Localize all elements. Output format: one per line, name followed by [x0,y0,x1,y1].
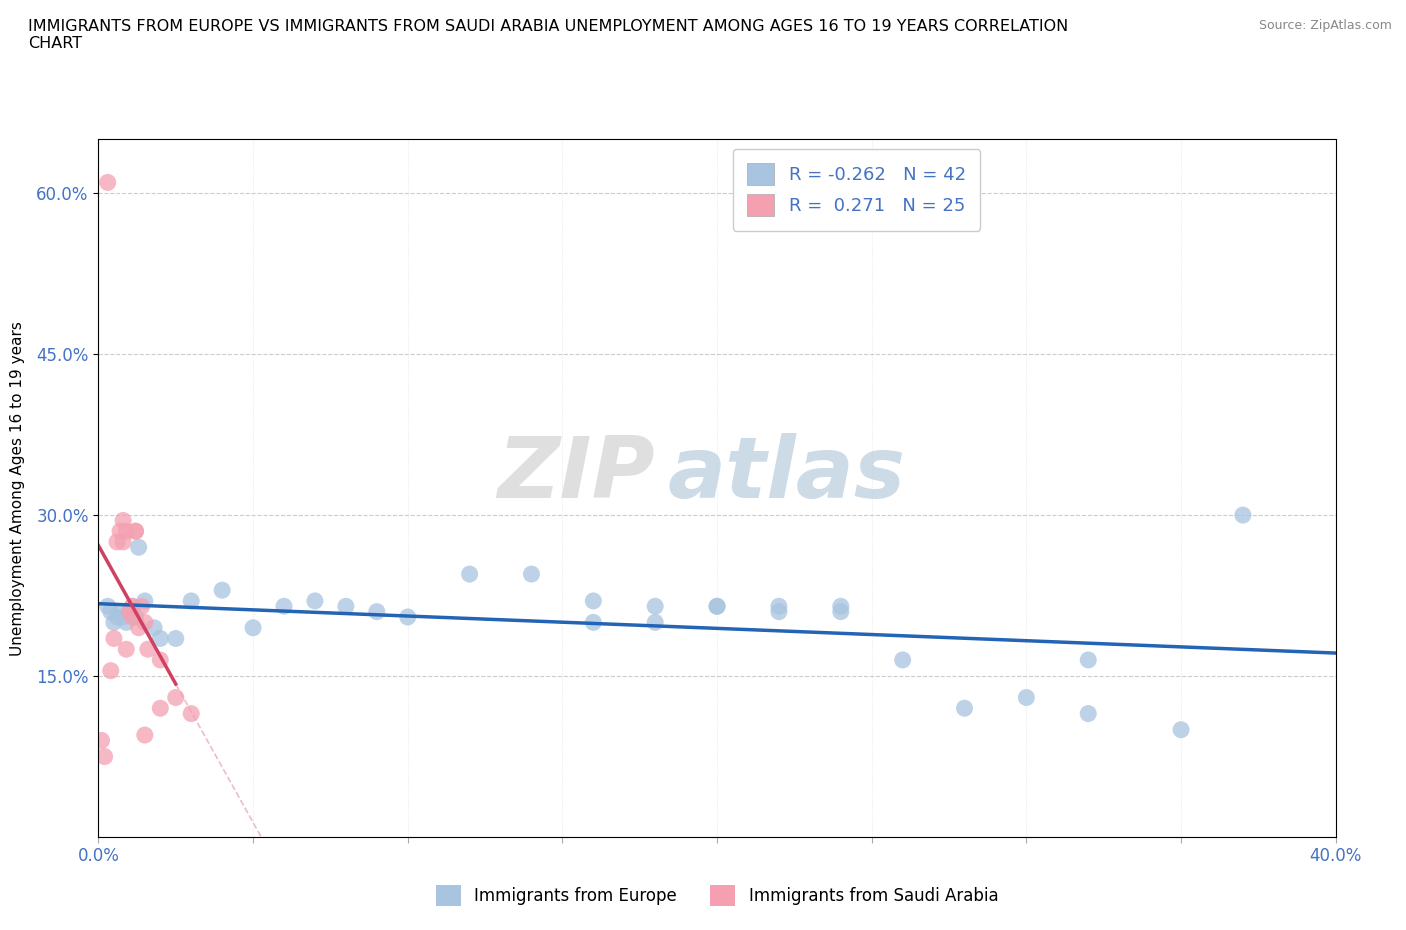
Point [108,604,131,619]
Point [149,701,172,716]
Legend: Immigrants from Europe, Immigrants from Saudi Arabia: Immigrants from Europe, Immigrants from … [429,879,1005,912]
Point [1015,690,1038,705]
Point [131,599,153,614]
Point [118,604,141,619]
Text: ZIP: ZIP [498,432,655,516]
Point [103,631,125,646]
Point [115,642,138,657]
Point [136,642,159,657]
Point [953,701,976,716]
Point [124,609,146,624]
Text: IMMIGRANTS FROM EUROPE VS IMMIGRANTS FROM SAUDI ARABIA UNEMPLOYMENT AMONG AGES 1: IMMIGRANTS FROM EUROPE VS IMMIGRANTS FRO… [28,19,1069,51]
Point [105,535,128,550]
Point [396,609,419,624]
Point [93,749,115,764]
Point [768,604,790,619]
Y-axis label: Unemployment Among Ages 16 to 19 years: Unemployment Among Ages 16 to 19 years [10,321,25,656]
Point [366,604,388,619]
Point [149,653,172,668]
Point [335,599,357,614]
Point [105,609,128,624]
Point [1077,653,1099,668]
Point [304,593,326,608]
Point [90,733,112,748]
Point [112,535,135,550]
Point [100,604,122,619]
Point [165,690,187,705]
Point [112,609,135,624]
Point [1077,706,1099,721]
Point [128,539,150,554]
Point [1232,508,1254,523]
Point [134,615,156,630]
Point [211,583,233,598]
Point [112,513,135,528]
Point [644,615,666,630]
Point [108,524,131,538]
Point [121,599,143,614]
Point [143,620,166,635]
Point [1170,723,1192,737]
Point [115,524,138,538]
Point [165,631,187,646]
Point [128,620,150,635]
Point [97,599,120,614]
Point [118,604,141,619]
Text: Source: ZipAtlas.com: Source: ZipAtlas.com [1258,19,1392,32]
Point [891,653,914,668]
Point [121,599,143,614]
Point [134,727,156,742]
Point [115,615,138,630]
Text: atlas: atlas [668,432,905,516]
Point [458,566,481,581]
Point [180,593,202,608]
Point [180,706,202,721]
Point [124,524,146,538]
Point [582,615,605,630]
Point [149,631,172,646]
Point [100,663,122,678]
Point [242,620,264,635]
Point [830,604,852,619]
Point [121,609,143,624]
Point [644,599,666,614]
Point [103,615,125,630]
Point [582,593,605,608]
Point [706,599,728,614]
Point [124,524,146,538]
Point [134,593,156,608]
Point [768,599,790,614]
Point [273,599,295,614]
Point [520,566,543,581]
Point [97,175,120,190]
Point [830,599,852,614]
Point [706,599,728,614]
